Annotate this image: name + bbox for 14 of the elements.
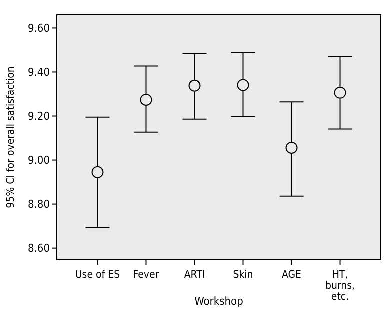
y-tick-label: 9.20 bbox=[28, 110, 50, 124]
x-tick-label: Fever bbox=[133, 269, 160, 281]
y-tick-label: 8.60 bbox=[28, 242, 50, 256]
y-tick-label: 8.80 bbox=[28, 198, 50, 212]
y-axis-title: 95% CI for overall satisfaction bbox=[5, 66, 17, 208]
x-tick-label: ARTI bbox=[184, 269, 206, 281]
y-tick-label: 9.60 bbox=[28, 22, 50, 36]
x-tick-label: HT, burns, etc. bbox=[325, 269, 356, 303]
x-tick-label: Use of ES bbox=[75, 269, 120, 281]
y-tick-label: 9.40 bbox=[28, 66, 50, 80]
y-tick-label: 9.00 bbox=[28, 154, 50, 168]
x-tick-label: Skin bbox=[233, 269, 254, 281]
x-axis-title: Workshop bbox=[194, 295, 244, 308]
x-tick-label: AGE bbox=[282, 269, 302, 281]
